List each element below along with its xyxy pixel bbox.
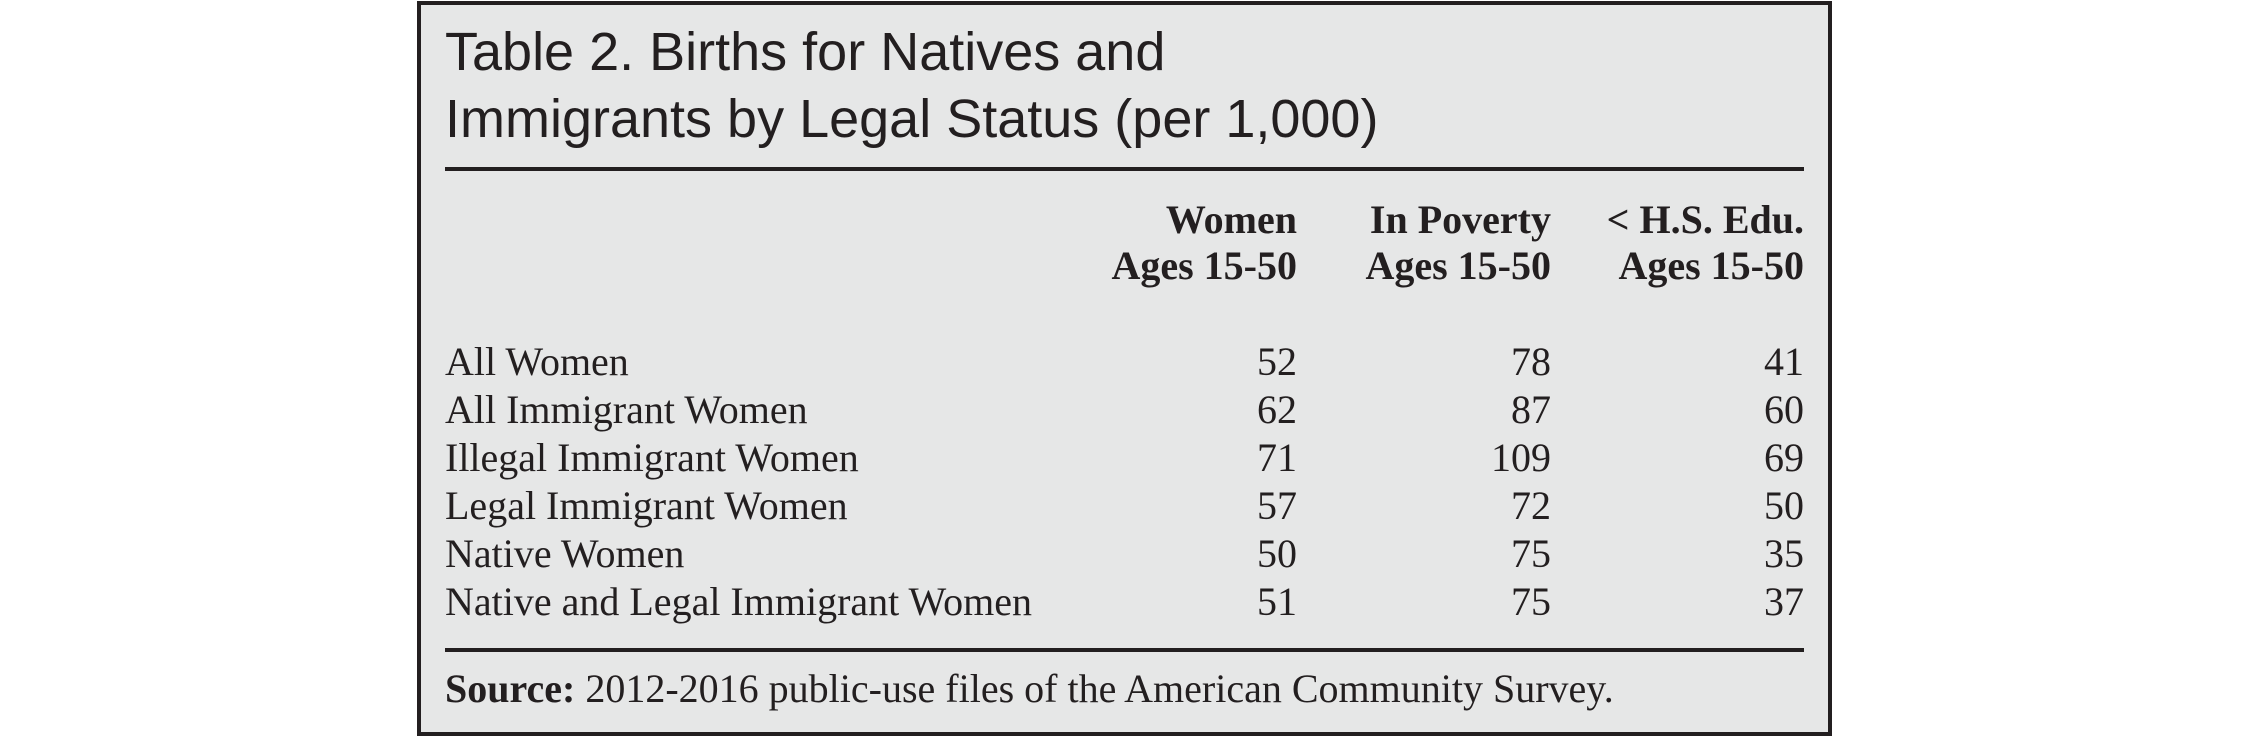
cell-value: 57: [1257, 483, 1297, 528]
cell-value: 41: [1764, 339, 1804, 384]
cell-value: 37: [1764, 579, 1804, 624]
source-label: Source:: [445, 666, 575, 711]
cell-value: 62: [1257, 387, 1297, 432]
column-header: In Poverty: [1370, 197, 1551, 242]
cell-value: 71: [1257, 435, 1297, 480]
cell-value: 72: [1511, 483, 1551, 528]
cell-value: 52: [1257, 339, 1297, 384]
table-frame: [417, 1, 1832, 736]
row-label: All Women: [445, 339, 629, 384]
cell-value: 60: [1764, 387, 1804, 432]
column-header: < H.S. Edu.: [1607, 197, 1804, 242]
source: Source: 2012-2016 public-use files of th…: [445, 666, 1614, 711]
cell-value: 50: [1764, 483, 1804, 528]
cell-value: 75: [1511, 531, 1551, 576]
title-line: Immigrants by Legal Status (per 1,000): [445, 89, 1378, 149]
cell-value: 51: [1257, 579, 1297, 624]
column-header: Ages 15-50: [1618, 243, 1804, 288]
cell-value: 35: [1764, 531, 1804, 576]
cell-value: 75: [1511, 579, 1551, 624]
title-line: Table 2. Births for Natives and: [445, 22, 1165, 82]
row-label: Legal Immigrant Women: [445, 483, 848, 528]
column-header: Ages 15-50: [1365, 243, 1551, 288]
cell-value: 109: [1491, 435, 1551, 480]
source-text: 2012-2016 public-use files of the Americ…: [585, 666, 1613, 711]
cell-value: 50: [1257, 531, 1297, 576]
column-header: Ages 15-50: [1111, 243, 1297, 288]
cell-value: 78: [1511, 339, 1551, 384]
row-label: Native Women: [445, 531, 684, 576]
row-label: Illegal Immigrant Women: [445, 435, 859, 480]
row-label: All Immigrant Women: [445, 387, 808, 432]
column-header: Women: [1166, 197, 1297, 242]
row-label: Native and Legal Immigrant Women: [445, 579, 1032, 624]
cell-value: 69: [1764, 435, 1804, 480]
cell-value: 87: [1511, 387, 1551, 432]
